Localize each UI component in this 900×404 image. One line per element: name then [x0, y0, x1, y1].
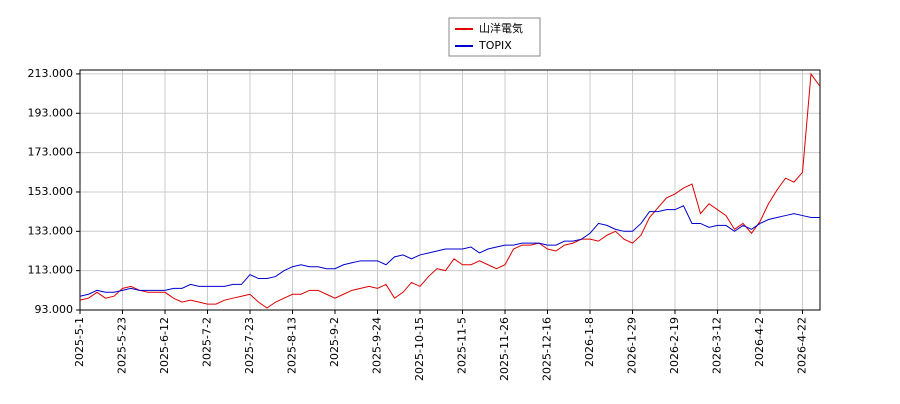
- legend-label: 山洋電気: [479, 21, 523, 35]
- x-tick-label: 2025-11-5: [456, 317, 469, 374]
- x-tick-label: 2025-11-26: [498, 317, 511, 381]
- x-tick-label: 2025-7-2: [201, 317, 214, 367]
- x-tick-label: 2025-8-13: [286, 317, 299, 374]
- x-tick-label: 2026-4-2: [753, 317, 766, 367]
- x-tick-label: 2026-1-29: [626, 317, 639, 374]
- x-tick-label: 2026-3-12: [711, 317, 724, 374]
- series-line: [79, 205, 820, 297]
- y-tick-label: 113.000: [28, 264, 74, 277]
- x-tick-label: 2025-9-24: [371, 317, 384, 374]
- x-tick-label: 2026-1-8: [583, 317, 596, 367]
- x-tick-label: 2025-9-2: [328, 317, 341, 367]
- x-tick-label: 2025-5-23: [116, 317, 129, 374]
- legend-box: [448, 17, 541, 57]
- x-tick-label: 2025-7-23: [243, 317, 256, 374]
- y-tick-label: 93.000: [35, 303, 74, 316]
- y-tick-label: 133.000: [28, 224, 74, 237]
- plot-frame: [79, 69, 821, 311]
- plot-area: [80, 70, 820, 310]
- x-tick-label: 2026-2-19: [668, 317, 681, 374]
- x-tick-label: 2025-6-12: [158, 317, 171, 374]
- series-line: [79, 72, 820, 309]
- x-tick-label: 2025-5-1: [73, 317, 86, 367]
- x-tick-label: 2025-10-15: [413, 317, 426, 381]
- y-tick-label: 193.000: [28, 106, 74, 119]
- legend-label: TOPIX: [478, 39, 512, 52]
- x-tick-label: 2026-4-22: [796, 317, 809, 374]
- y-tick-label: 153.000: [28, 185, 74, 198]
- y-tick-label: 173.000: [28, 146, 74, 159]
- y-tick-label: 213.000: [28, 67, 74, 80]
- x-tick-label: 2025-12-16: [541, 317, 554, 381]
